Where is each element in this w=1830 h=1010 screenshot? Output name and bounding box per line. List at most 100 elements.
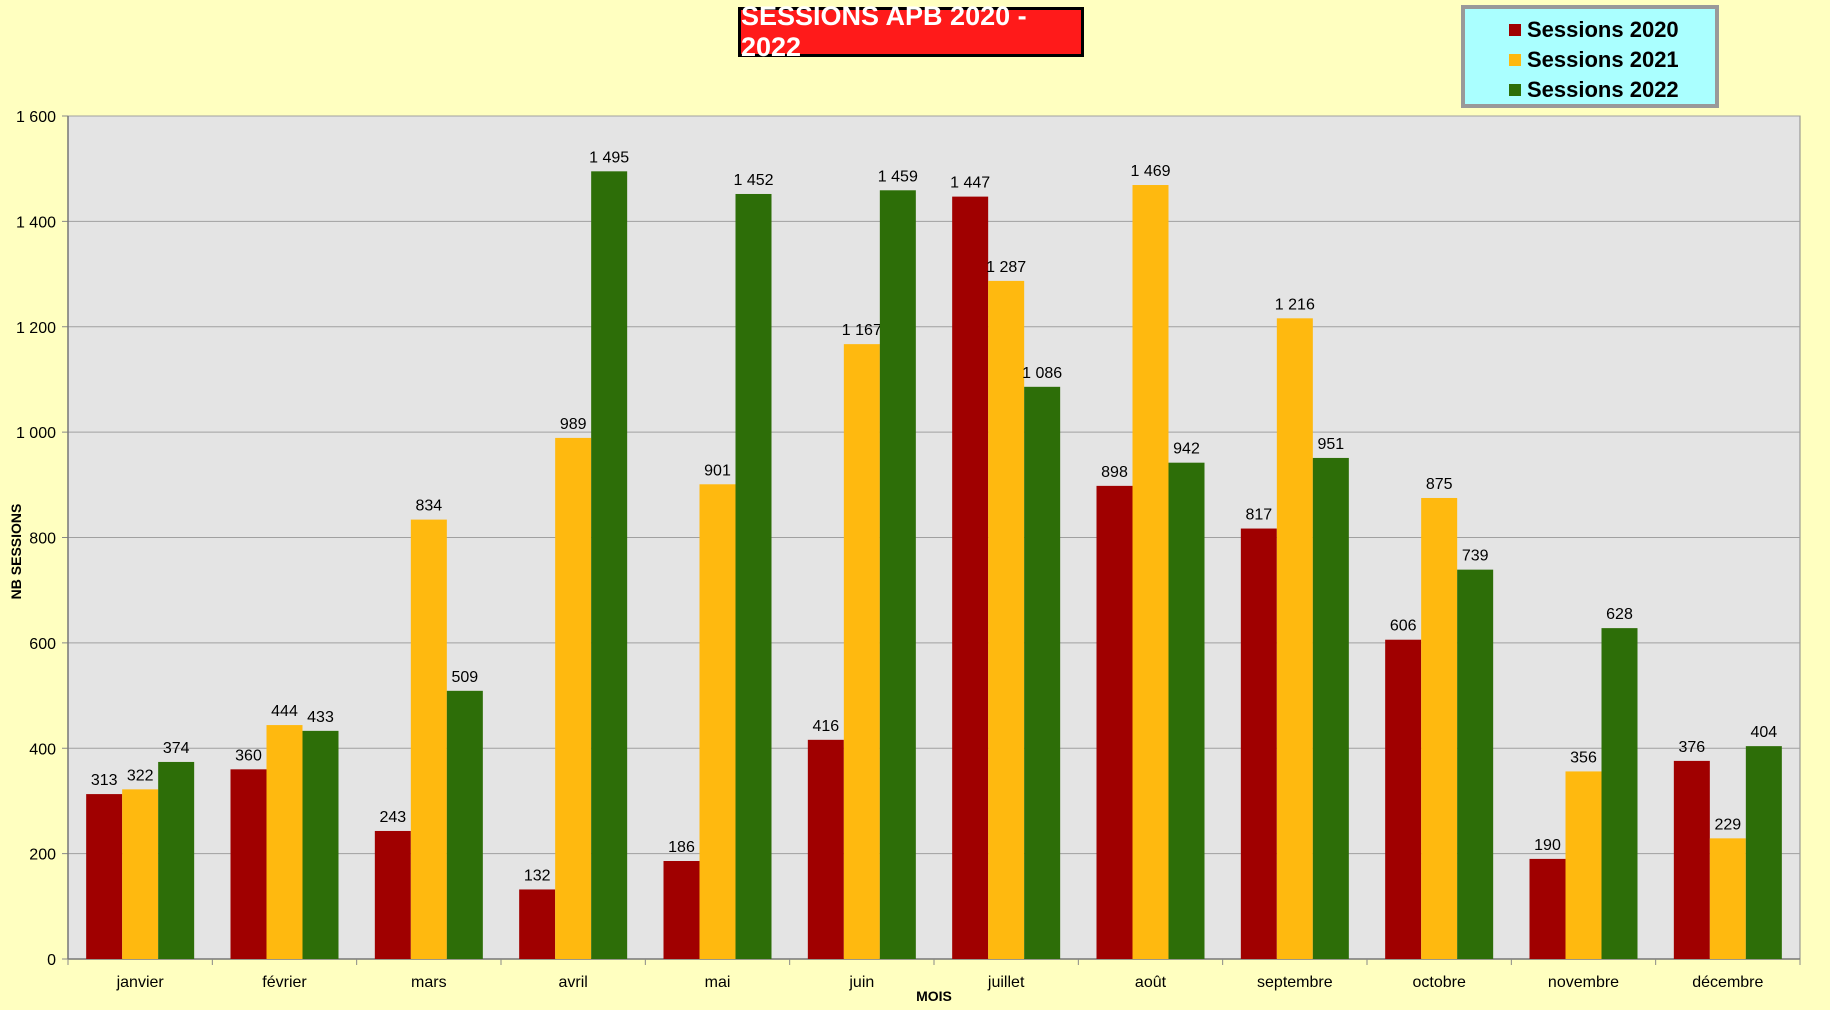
data-label: 989 (560, 416, 587, 433)
bar-2021-4 (699, 484, 736, 959)
y-tick-label: 1 400 (16, 214, 56, 231)
x-axis-title: MOIS (916, 988, 952, 1004)
data-label: 360 (235, 747, 262, 764)
bar-2022-5 (879, 190, 916, 959)
data-label: 951 (1317, 436, 1344, 453)
bar-2022-4 (735, 193, 772, 960)
data-label: 229 (1714, 816, 1741, 833)
bar-2021-7 (1132, 185, 1169, 959)
bar-2022-10 (1601, 628, 1638, 959)
bar-2020-11 (1673, 760, 1710, 959)
bar-2022-1 (302, 730, 339, 959)
bar-2020-9 (1385, 639, 1422, 959)
data-label: 628 (1606, 606, 1633, 623)
data-label: 190 (1534, 837, 1561, 854)
bar-2021-8 (1276, 318, 1313, 959)
legend-swatch-2022 (1509, 84, 1521, 96)
data-label: 444 (271, 703, 298, 720)
data-label: 901 (704, 462, 731, 479)
bar-2020-4 (663, 861, 700, 959)
data-label: 322 (127, 767, 154, 784)
data-label: 817 (1245, 507, 1272, 524)
data-label: 313 (91, 772, 118, 789)
bar-2022-3 (591, 171, 628, 959)
y-tick-label: 1 600 (16, 109, 56, 126)
x-tick-label: avril (558, 974, 587, 991)
bar-2021-2 (410, 519, 447, 959)
legend: Sessions 2020 Sessions 2021 Sessions 202… (1461, 5, 1719, 108)
data-label: 1 459 (878, 168, 918, 185)
bar-2022-7 (1168, 462, 1205, 959)
legend-item-2022: Sessions 2022 (1509, 75, 1715, 105)
data-label: 1 287 (986, 259, 1026, 276)
x-tick-label: mai (705, 974, 731, 991)
bar-2020-0 (86, 794, 123, 959)
y-axis-title: NB SESSIONS (8, 504, 24, 600)
bar-2021-0 (122, 789, 159, 959)
data-label: 898 (1101, 464, 1128, 481)
x-tick-label: septembre (1257, 974, 1333, 991)
data-label: 404 (1750, 724, 1777, 741)
bar-2021-5 (843, 344, 880, 960)
data-label: 132 (524, 867, 551, 884)
y-tick-label: 1 000 (16, 425, 56, 442)
data-label: 376 (1678, 739, 1705, 756)
data-label: 1 167 (842, 322, 882, 339)
bar-2020-3 (519, 889, 556, 959)
bar-2021-9 (1421, 497, 1458, 959)
bar-2021-11 (1709, 838, 1746, 959)
bar-2021-10 (1565, 771, 1602, 959)
data-label: 1 495 (589, 149, 629, 166)
bar-2021-1 (266, 725, 303, 959)
bar-2020-1 (230, 769, 267, 959)
bar-2021-3 (555, 437, 592, 959)
data-label: 1 086 (1022, 365, 1062, 382)
legend-label-2020: Sessions 2020 (1527, 17, 1679, 42)
legend-label-2022: Sessions 2022 (1527, 77, 1679, 102)
chart-title: SESSIONS APB 2020 - 2022 (738, 1, 1084, 62)
bar-2022-6 (1024, 386, 1061, 960)
data-label: 834 (415, 498, 442, 515)
bar-2022-0 (158, 761, 195, 959)
y-tick-label: 400 (29, 741, 56, 758)
bar-2020-8 (1240, 528, 1277, 959)
bar-2020-5 (807, 739, 844, 959)
x-tick-label: janvier (116, 974, 165, 991)
data-label: 433 (307, 709, 334, 726)
bar-2022-8 (1312, 457, 1349, 959)
bar-2020-10 (1529, 858, 1566, 959)
data-label: 186 (668, 839, 695, 856)
data-label: 356 (1570, 749, 1597, 766)
bar-2022-11 (1745, 746, 1782, 959)
bar-2022-9 (1457, 569, 1494, 959)
data-label: 1 469 (1130, 163, 1170, 180)
data-label: 875 (1426, 476, 1453, 493)
bar-2021-6 (988, 280, 1025, 959)
data-label: 606 (1390, 618, 1417, 635)
legend-item-2020: Sessions 2020 (1509, 15, 1715, 45)
x-tick-label: juillet (987, 974, 1025, 991)
x-tick-label: août (1135, 974, 1167, 991)
x-tick-label: novembre (1548, 974, 1619, 991)
legend-item-2021: Sessions 2021 (1509, 45, 1715, 75)
data-label: 1 216 (1275, 296, 1315, 313)
data-label: 509 (451, 669, 478, 686)
y-tick-label: 600 (29, 636, 56, 653)
bar-2022-2 (446, 690, 483, 959)
data-label: 739 (1462, 548, 1489, 565)
data-label: 1 452 (733, 172, 773, 189)
x-tick-label: février (262, 974, 307, 991)
x-tick-label: mars (411, 974, 447, 991)
legend-swatch-2020 (1509, 24, 1521, 36)
x-tick-label: octobre (1412, 974, 1465, 991)
x-tick-label: juin (848, 974, 874, 991)
data-label: 243 (379, 809, 406, 826)
data-label: 1 447 (950, 175, 990, 192)
bar-2020-2 (374, 830, 411, 959)
y-tick-label: 0 (47, 952, 56, 969)
data-label: 942 (1173, 441, 1200, 458)
legend-swatch-2021 (1509, 54, 1521, 66)
y-tick-label: 1 200 (16, 320, 56, 337)
y-tick-label: 200 (29, 847, 56, 864)
